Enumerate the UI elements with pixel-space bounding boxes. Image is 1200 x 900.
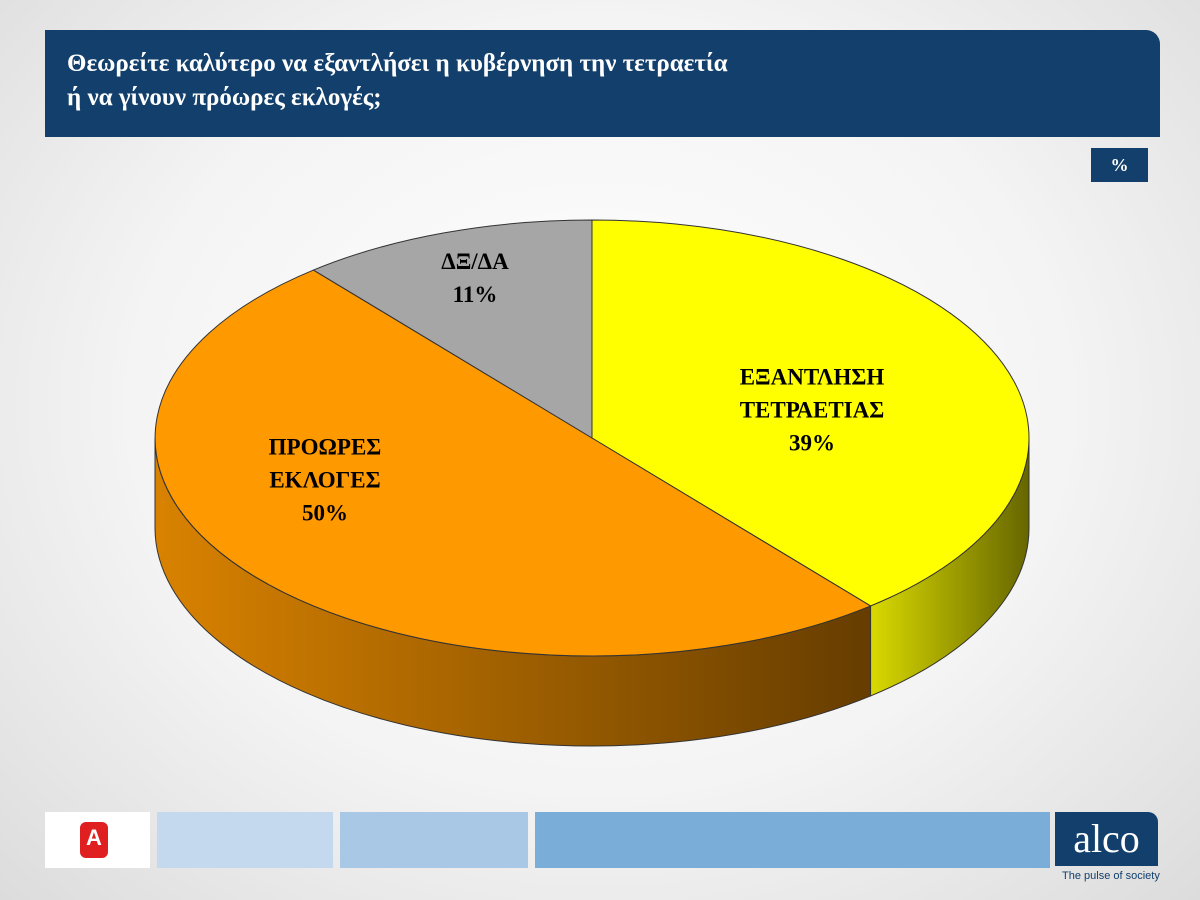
slice: [154, 269, 872, 657]
footer-box: [340, 812, 528, 868]
title-line: Θεωρείτε καλύτερο να εξαντλήσει η κυβέρν…: [67, 50, 728, 77]
title-line: ή να γίνουν πρόωρες εκλογές;: [67, 84, 382, 111]
slice-label: ΔΞ/ΔΑ 11%: [380, 245, 570, 311]
unit-badge: %: [1091, 148, 1148, 182]
category-label: ΔΞ/ΔΑ: [441, 249, 509, 274]
value-label: 11%: [452, 282, 498, 307]
tagline: The pulse of society: [1062, 870, 1160, 882]
footer-box: [535, 812, 1050, 868]
slice: [591, 219, 1030, 607]
slice: [312, 219, 593, 439]
category-label: ΠΡΟΩΡΕΣ ΕΚΛΟΓΕΣ: [268, 434, 382, 493]
slice-label: ΠΡΟΩΡΕΣ ΕΚΛΟΓΕΣ 50%: [230, 431, 420, 530]
brand: alco: [1055, 812, 1158, 866]
value-label: 39%: [789, 430, 835, 456]
logo: A: [80, 822, 108, 858]
slice-label: ΕΞΑΝΤΛΗΣΗ ΤΕΤΡΑΕΤΙΑΣ 39%: [717, 361, 907, 460]
title-bar: Θεωρείτε καλύτερο να εξαντλήσει η κυβέρν…: [45, 30, 1160, 137]
category-label: ΕΞΑΝΤΛΗΣΗ ΤΕΤΡΑΕΤΙΑΣ: [739, 364, 885, 423]
value-label: 50%: [302, 500, 348, 526]
footer-box: [157, 812, 333, 868]
